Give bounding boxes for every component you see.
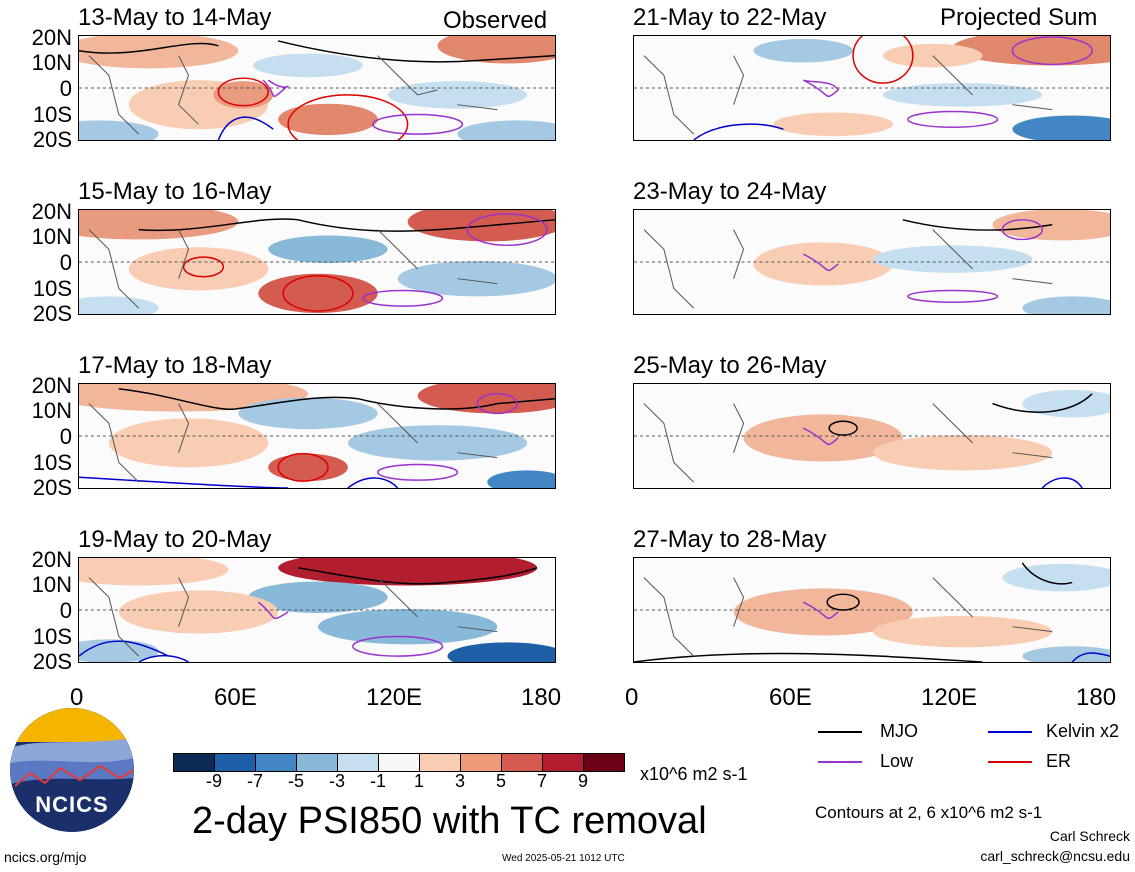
y-tick-label: 10N bbox=[31, 398, 72, 423]
y-tick-label: 0 bbox=[59, 424, 72, 449]
author-email: carl_schreck@ncsu.edu bbox=[980, 848, 1130, 864]
map-panel bbox=[633, 35, 1111, 141]
colorbar-units: x10^6 m2 s-1 bbox=[640, 764, 748, 784]
x-tick-label: 0 bbox=[625, 684, 639, 711]
map-panel bbox=[633, 557, 1111, 663]
x-tick-label: 120E bbox=[366, 684, 423, 711]
colorbar-label: 9 bbox=[577, 771, 588, 791]
colorbar-label: -1 bbox=[369, 771, 386, 791]
main-title: 2-day PSI850 with TC removal bbox=[192, 800, 707, 842]
colorbar-swatch bbox=[420, 754, 461, 771]
panel-title: 27-May to 28-May bbox=[633, 526, 827, 553]
colorbar-swatch bbox=[543, 754, 584, 771]
y-tick-label: 0 bbox=[59, 76, 72, 101]
colorbar-swatch bbox=[297, 754, 338, 771]
y-tick-label: 10N bbox=[31, 50, 72, 75]
colorbar-label: -9 bbox=[205, 771, 222, 791]
panel-title: 21-May to 22-May bbox=[633, 4, 827, 31]
timestamp: Wed 2025-05-21 1012 UTC bbox=[502, 853, 625, 864]
legend-line-er bbox=[988, 761, 1032, 763]
x-tick-label: 0 bbox=[70, 684, 84, 711]
x-tick-label: 60E bbox=[769, 684, 812, 711]
y-tick-label: 20S bbox=[32, 301, 72, 326]
colorbar-swatch bbox=[461, 754, 502, 771]
y-tick-label: 0 bbox=[59, 250, 72, 275]
y-tick-label: 20N bbox=[31, 547, 72, 572]
contours-note: Contours at 2, 6 x10^6 m2 s-1 bbox=[815, 803, 1043, 822]
y-tick-label: 10S bbox=[32, 624, 72, 649]
colorbar-swatch bbox=[502, 754, 543, 771]
y-tick-label: 0 bbox=[59, 598, 72, 623]
panel-title: 13-May to 14-May bbox=[78, 4, 272, 31]
map-panel bbox=[633, 383, 1111, 489]
colorbar-label: 7 bbox=[536, 771, 547, 791]
map-panel bbox=[78, 35, 556, 141]
y-tick-label: 20S bbox=[32, 649, 72, 674]
map-panel bbox=[78, 383, 556, 489]
x-tick-label: 180 bbox=[1076, 684, 1117, 711]
map-panel bbox=[78, 209, 556, 315]
panel-tag-projected: Projected Sum bbox=[940, 4, 1098, 31]
colorbar-swatch bbox=[174, 754, 215, 771]
y-tick-label: 10N bbox=[31, 224, 72, 249]
colorbar-label: 5 bbox=[495, 771, 506, 791]
legend-line-low bbox=[818, 761, 862, 763]
x-tick-label: 60E bbox=[214, 684, 257, 711]
y-tick-label: 20S bbox=[32, 475, 72, 500]
y-tick-label: 20N bbox=[31, 199, 72, 224]
y-tick-label: 20N bbox=[31, 25, 72, 50]
legend-line-mjo bbox=[818, 731, 862, 733]
y-tick-label: 10N bbox=[31, 572, 72, 597]
logo-text: NCICS bbox=[35, 792, 109, 817]
ncics-logo: NCICS bbox=[10, 708, 134, 832]
panel-title: 23-May to 24-May bbox=[633, 178, 827, 205]
panel-title: 25-May to 26-May bbox=[633, 352, 827, 379]
colorbar-label: 1 bbox=[413, 771, 424, 791]
x-tick-label: 180 bbox=[521, 684, 562, 711]
colorbar-swatch bbox=[338, 754, 379, 771]
colorbar-swatch bbox=[584, 754, 624, 771]
panel-title: 17-May to 18-May bbox=[78, 352, 272, 379]
legend-label-mjo: MJO bbox=[880, 721, 918, 741]
colorbar-swatch bbox=[256, 754, 297, 771]
map-panel bbox=[78, 557, 556, 663]
panel-tag-observed: Observed bbox=[443, 7, 548, 34]
site-link[interactable]: ncics.org/mjo bbox=[4, 849, 87, 865]
y-tick-label: 10S bbox=[32, 276, 72, 301]
map-panel bbox=[633, 209, 1111, 315]
colorbar-label: -7 bbox=[246, 771, 263, 791]
y-tick-label: 10S bbox=[32, 450, 72, 475]
legend-label-er: ER bbox=[1046, 751, 1072, 771]
legend-label-low: Low bbox=[880, 751, 914, 771]
panel-title: 15-May to 16-May bbox=[78, 178, 272, 205]
y-tick-label: 20S bbox=[32, 127, 72, 152]
y-tick-label: 10S bbox=[32, 102, 72, 127]
x-tick-label: 120E bbox=[921, 684, 978, 711]
colorbar-swatch bbox=[215, 754, 256, 771]
legend-label-kelvin: Kelvin x2 bbox=[1046, 721, 1120, 741]
colorbar bbox=[173, 753, 625, 772]
legend-line-kelvin bbox=[988, 731, 1032, 733]
panel-title: 19-May to 20-May bbox=[78, 526, 272, 553]
author: Carl Schreck bbox=[1049, 828, 1130, 844]
colorbar-label: 3 bbox=[454, 771, 465, 791]
colorbar-label: -5 bbox=[287, 771, 304, 791]
y-tick-label: 20N bbox=[31, 373, 72, 398]
colorbar-label: -3 bbox=[328, 771, 345, 791]
colorbar-swatch bbox=[379, 754, 420, 771]
